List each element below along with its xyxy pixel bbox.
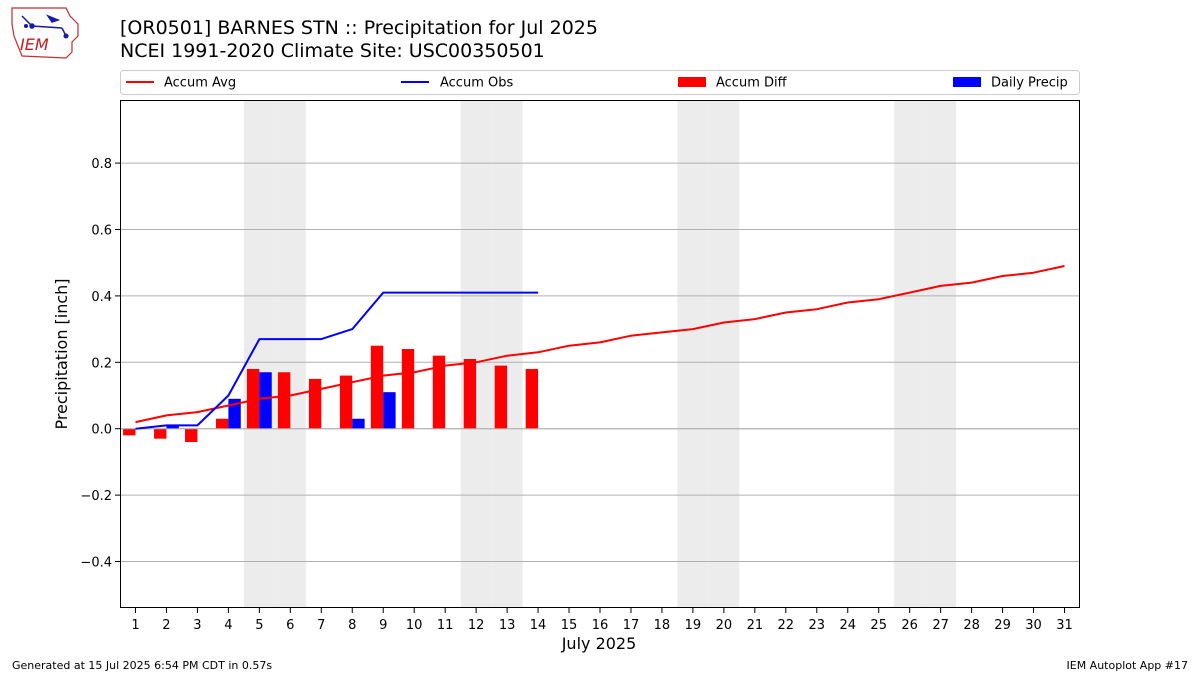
- weekend-band: [243, 100, 275, 608]
- x-tick-label: 9: [379, 618, 387, 633]
- x-tick-label: 16: [592, 618, 609, 633]
- accum-diff-bar: [277, 372, 291, 429]
- x-tick-label: 14: [530, 618, 547, 633]
- legend-obs-label: Accum Obs: [440, 76, 513, 91]
- chart-subtitle: NCEI 1991-2020 Climate Site: USC00350501: [120, 40, 545, 62]
- weekend-band: [925, 100, 957, 608]
- x-tick-label: 26: [901, 618, 918, 633]
- daily-precip-bar: [228, 398, 241, 429]
- generated-timestamp: Generated at 15 Jul 2025 6:54 PM CDT in …: [12, 659, 273, 672]
- daily-precip-bar: [383, 392, 396, 429]
- weekend-band: [460, 100, 492, 608]
- x-tick-label: 28: [963, 618, 980, 633]
- accum-diff-bar: [154, 428, 167, 439]
- accum-diff-bar: [123, 428, 136, 436]
- accum-diff-bar: [463, 358, 477, 429]
- accum-diff-bar: [494, 365, 508, 429]
- y-tick-label: 0.2: [91, 356, 112, 371]
- accum-obs-line: [135, 291, 539, 430]
- y-tick-label: −0.4: [80, 556, 112, 571]
- weekend-band: [894, 100, 926, 608]
- plot-frame: [120, 100, 1080, 608]
- x-tick-label: 1: [131, 618, 139, 633]
- x-tick-label: 4: [224, 618, 232, 633]
- x-tick-label: 2: [162, 618, 170, 633]
- logo-text: IEM: [20, 35, 49, 54]
- x-axis-label: July 2025: [561, 634, 637, 653]
- accum-diff-bar: [185, 428, 198, 442]
- accum-diff-bar: [370, 345, 384, 429]
- weather-station-icon: [21, 14, 69, 39]
- y-tick-label: 0.4: [91, 290, 112, 305]
- y-tick-label: 0.0: [91, 423, 112, 438]
- x-tick-label: 17: [623, 618, 640, 633]
- x-tick-label: 22: [778, 618, 795, 633]
- accum-diff-bar: [432, 355, 446, 429]
- x-tick-label: 21: [747, 618, 764, 633]
- accum-diff-bar: [216, 418, 229, 429]
- axis-ticks: −0.4−0.20.00.20.40.60.81 2 3 4 5 6 7 8 9 10 11 12 13…: [80, 157, 1072, 633]
- accum-diff-bar: [308, 378, 322, 429]
- legend-diff-label: Accum Diff: [716, 76, 788, 91]
- x-tick-label: 10: [406, 618, 423, 633]
- lines: [135, 265, 1065, 430]
- x-tick-label: 15: [561, 618, 578, 633]
- x-tick-label: 12: [468, 618, 485, 633]
- weekend-band: [274, 100, 306, 608]
- bars: [120, 345, 1080, 442]
- x-tick-label: 13: [499, 618, 516, 633]
- daily-precip-bar: [259, 372, 272, 429]
- legend-box: [120, 70, 1080, 95]
- x-tick-label: 30: [1025, 618, 1042, 633]
- accum-diff-bar: [401, 349, 415, 429]
- chart-title: [OR0501] BARNES STN :: Precipitation for…: [120, 17, 598, 39]
- x-tick-label: 5: [255, 618, 263, 633]
- x-tick-label: 25: [870, 618, 887, 633]
- accum-diff-bar: [246, 368, 260, 429]
- x-tick-label: 8: [348, 618, 356, 633]
- x-tick-label: 20: [716, 618, 733, 633]
- weekend-band: [677, 100, 709, 608]
- accum-diff-bar: [339, 375, 353, 429]
- x-tick-label: 31: [1056, 618, 1073, 633]
- daily-precip-bar: [166, 425, 179, 429]
- x-tick-label: 24: [839, 618, 856, 633]
- x-tick-label: 27: [932, 618, 949, 633]
- x-tick-label: 29: [994, 618, 1011, 633]
- y-tick-label: 0.8: [91, 157, 112, 172]
- daily-precip-bar: [352, 418, 365, 429]
- weekend-band: [708, 100, 740, 608]
- legend-daily-swatch: [953, 77, 981, 87]
- legend-daily-label: Daily Precip: [991, 76, 1068, 91]
- legend-diff-swatch: [678, 77, 706, 87]
- x-tick-label: 6: [286, 618, 294, 633]
- x-tick-label: 18: [654, 618, 671, 633]
- x-tick-label: 11: [437, 618, 454, 633]
- legend-avg-label: Accum Avg: [164, 76, 236, 91]
- x-tick-label: 7: [317, 618, 325, 633]
- iowa-outline-icon: [11, 7, 79, 59]
- y-tick-label: −0.2: [80, 489, 112, 504]
- x-tick-label: 3: [193, 618, 201, 633]
- y-tick-label: 0.6: [91, 223, 112, 238]
- legend: Accum Avg Accum Obs Accum Diff Daily Pre…: [120, 70, 1080, 95]
- weekend-shading: [243, 100, 957, 608]
- accum-avg-line: [135, 265, 1065, 424]
- x-tick-label: 23: [809, 618, 826, 633]
- y-axis-label: Precipitation [inch]: [52, 278, 71, 429]
- iem-logo: IEM: [11, 7, 79, 59]
- accum-diff-bar: [525, 368, 539, 429]
- x-tick-label: 19: [685, 618, 702, 633]
- app-label: IEM Autoplot App #17: [1066, 659, 1189, 672]
